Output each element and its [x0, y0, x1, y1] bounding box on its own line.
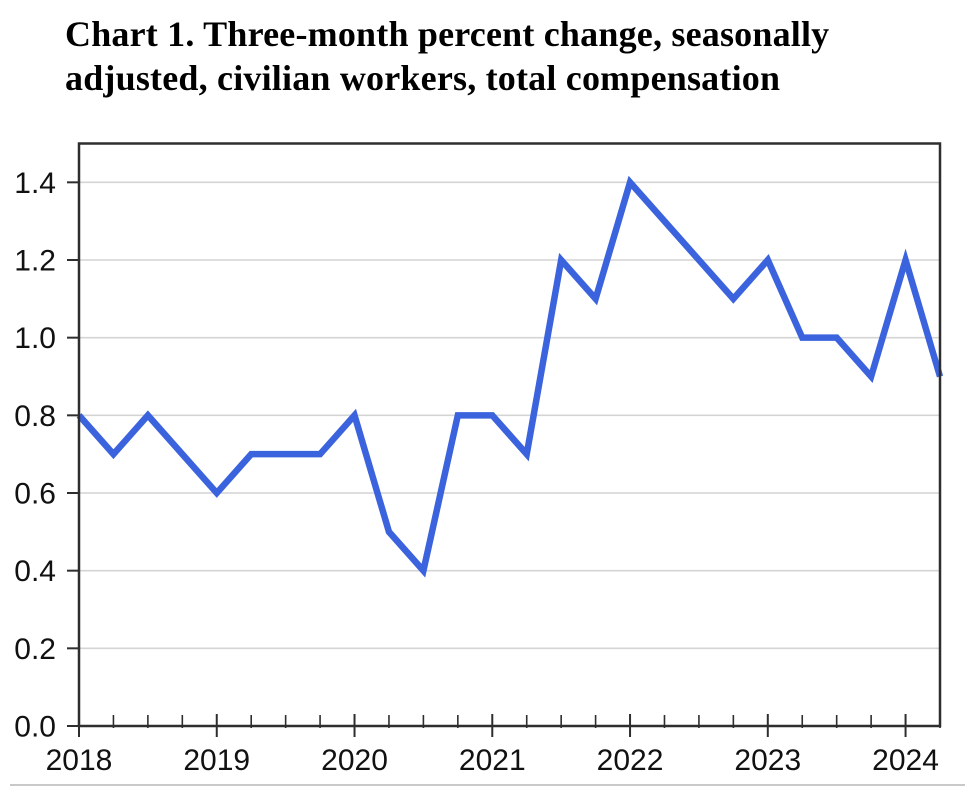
y-axis-label: 1.0 [14, 322, 56, 355]
x-axis-label: 2020 [321, 744, 388, 777]
page-divider [10, 784, 965, 786]
plot-border [77, 142, 942, 728]
x-axis-label: 2019 [183, 744, 250, 777]
x-axis-label: 2022 [597, 744, 664, 777]
x-axis-label: 2023 [734, 744, 801, 777]
y-axis-label: 1.4 [14, 167, 56, 200]
chart-title-line-2: adjusted, civilian workers, total compen… [65, 58, 781, 98]
y-axis-label: 0.8 [14, 400, 56, 433]
x-axis-label: 2024 [872, 744, 939, 777]
chart-title: Chart 1. Three-month percent change, sea… [65, 12, 955, 100]
chart-title-line-1: Chart 1. Three-month percent change, sea… [65, 14, 830, 54]
y-axis-label: 1.2 [14, 245, 56, 278]
x-axis-label: 2021 [459, 744, 526, 777]
y-axis-label: 0.0 [14, 711, 56, 744]
y-axis-label: 0.4 [14, 555, 56, 588]
x-axis-label: 2018 [46, 744, 113, 777]
y-axis-label: 0.6 [14, 478, 56, 511]
data-line-total-compensation [76, 175, 944, 578]
y-axis-label: 0.2 [14, 633, 56, 666]
